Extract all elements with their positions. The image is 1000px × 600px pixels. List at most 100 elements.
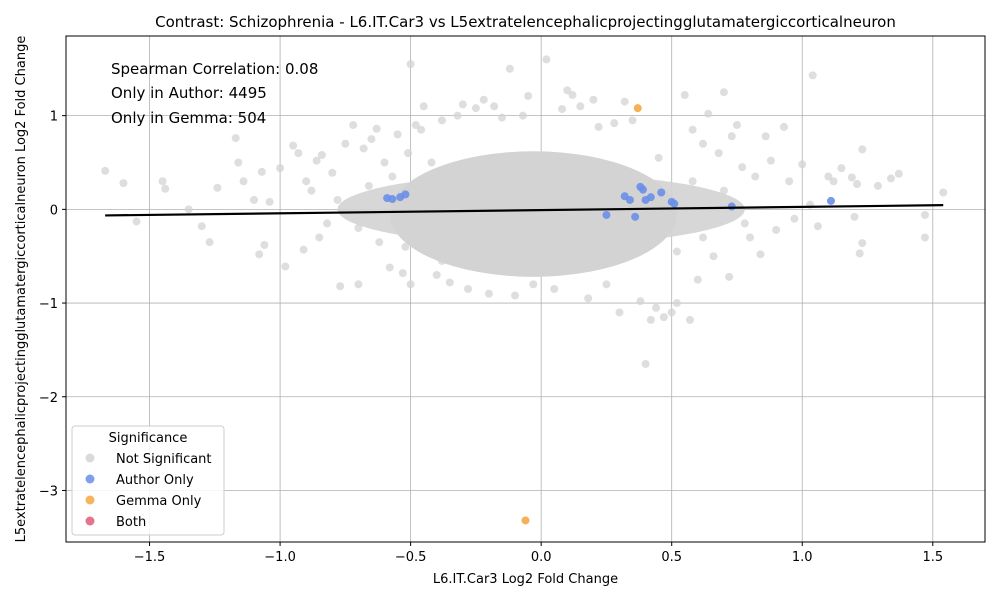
- point-not-significant: [364, 181, 373, 190]
- point-author-only: [826, 196, 835, 205]
- point-gemma-only: [633, 104, 642, 113]
- point-not-significant: [704, 109, 713, 118]
- point-not-significant: [281, 262, 290, 271]
- point-author-only: [670, 199, 679, 208]
- point-not-significant: [719, 88, 728, 97]
- point-not-significant: [654, 153, 663, 162]
- point-not-significant: [855, 249, 864, 258]
- point-not-significant: [417, 125, 426, 134]
- annotation-author-count: Only in Author: 4495: [111, 84, 267, 102]
- point-not-significant: [894, 169, 903, 178]
- point-gemma-only: [521, 516, 530, 525]
- point-not-significant: [471, 104, 480, 113]
- point-not-significant: [411, 121, 420, 130]
- point-not-significant: [693, 275, 702, 284]
- legend-marker-gemma-only: [85, 495, 95, 505]
- point-author-only: [631, 212, 640, 221]
- point-not-significant: [367, 135, 376, 144]
- y-axis-title: L5extratelencephalicprojectingglutamater…: [14, 36, 29, 543]
- point-not-significant: [584, 294, 593, 303]
- point-not-significant: [808, 71, 817, 80]
- point-not-significant: [524, 91, 533, 100]
- point-not-significant: [445, 278, 454, 287]
- grid-layer: [66, 36, 985, 542]
- point-not-significant: [920, 210, 929, 219]
- x-tick-label: −1.0: [264, 550, 296, 565]
- point-not-significant: [205, 238, 214, 247]
- legend-label-author-only: Author Only: [116, 473, 194, 488]
- annotation-spearman: Spearman Correlation: 0.08: [111, 60, 318, 78]
- point-not-significant: [307, 186, 316, 195]
- point-not-significant: [341, 139, 350, 148]
- point-not-significant: [453, 111, 462, 120]
- points-layer: [101, 55, 948, 525]
- point-not-significant: [260, 240, 269, 249]
- legend-frame: [71, 425, 225, 536]
- point-not-significant: [505, 64, 514, 73]
- point-not-significant: [437, 256, 446, 265]
- point-not-significant: [161, 184, 170, 193]
- point-not-significant: [858, 239, 867, 248]
- point-not-significant: [158, 177, 167, 186]
- point-not-significant: [798, 160, 807, 169]
- point-not-significant: [858, 145, 867, 154]
- point-not-significant: [249, 195, 258, 204]
- point-not-significant: [847, 173, 856, 182]
- point-not-significant: [257, 167, 266, 176]
- point-not-significant: [824, 172, 833, 181]
- point-not-significant: [576, 102, 585, 111]
- point-not-significant: [813, 222, 822, 231]
- x-tick-label: −0.5: [395, 550, 427, 565]
- point-not-significant: [406, 280, 415, 289]
- point-not-significant: [685, 315, 694, 324]
- point-not-significant: [385, 263, 394, 272]
- point-not-significant: [184, 205, 193, 214]
- point-not-significant: [380, 158, 389, 167]
- point-not-significant: [406, 60, 415, 69]
- point-not-significant: [317, 151, 326, 160]
- point-not-significant: [772, 225, 781, 234]
- point-not-significant: [688, 125, 697, 134]
- point-not-significant: [432, 270, 441, 279]
- point-not-significant: [276, 164, 285, 173]
- legend-marker-not-significant: [85, 453, 95, 463]
- point-not-significant: [887, 174, 896, 183]
- point-not-significant: [132, 217, 141, 226]
- x-tick-label: 0.0: [531, 550, 552, 565]
- point-not-significant: [709, 252, 718, 261]
- point-not-significant: [550, 285, 559, 293]
- point-not-significant: [490, 102, 499, 111]
- point-not-significant: [672, 247, 681, 256]
- point-author-only: [646, 193, 655, 202]
- point-not-significant: [372, 124, 381, 133]
- point-author-only: [638, 185, 647, 194]
- point-not-significant: [511, 291, 520, 300]
- point-not-significant: [197, 222, 206, 231]
- point-not-significant: [636, 297, 645, 306]
- point-not-significant: [401, 242, 410, 251]
- point-not-significant: [853, 180, 862, 189]
- point-author-only: [657, 188, 666, 197]
- point-not-significant: [479, 95, 488, 104]
- point-not-significant: [615, 308, 624, 317]
- annotation-gemma-count: Only in Gemma: 504: [111, 109, 266, 127]
- x-axis-ticks: −1.5 −1.0 −0.5 0.0 0.5 1.0 1.5: [134, 542, 943, 565]
- point-not-significant: [719, 186, 728, 195]
- point-not-significant: [939, 188, 948, 197]
- point-not-significant: [484, 289, 493, 298]
- point-not-significant: [119, 179, 128, 188]
- point-not-significant: [234, 158, 243, 167]
- point-not-significant: [289, 141, 298, 150]
- point-not-significant: [354, 280, 363, 289]
- point-not-significant: [594, 122, 603, 131]
- point-not-significant: [558, 105, 567, 114]
- point-not-significant: [751, 172, 760, 181]
- point-not-significant: [568, 91, 577, 100]
- point-author-only: [388, 195, 397, 204]
- point-not-significant: [498, 113, 507, 122]
- point-not-significant: [667, 308, 676, 317]
- point-not-significant: [714, 149, 723, 158]
- point-not-significant: [738, 163, 747, 172]
- legend-title: Significance: [109, 431, 188, 446]
- chart-title: Contrast: Schizophrenia - L6.IT.Car3 vs …: [155, 13, 896, 31]
